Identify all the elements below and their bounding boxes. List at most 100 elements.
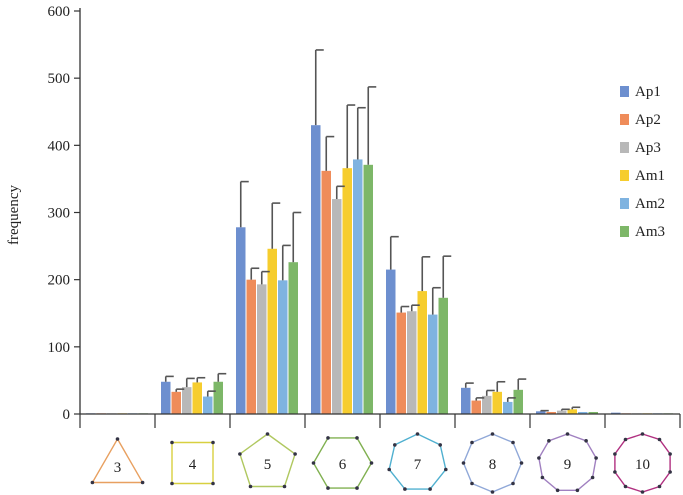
error-bars-layer — [164, 49, 581, 412]
bar-am1-5 — [267, 248, 277, 414]
error-bar-ap1-9 — [539, 409, 549, 412]
bar-ap1-9 — [536, 411, 546, 414]
category-polygon-10: 10 — [613, 432, 672, 494]
error-bar-am1-5 — [271, 202, 281, 249]
bar-am2-8 — [503, 401, 513, 414]
legend-swatch — [620, 86, 629, 97]
error-bar-ap1-5 — [239, 180, 249, 228]
bar-am2-4 — [203, 396, 213, 414]
error-bar-ap2-7 — [400, 305, 410, 313]
y-tick-label: 200 — [48, 273, 71, 289]
y-tick-label: 300 — [48, 206, 71, 222]
bar-ap3-7 — [407, 311, 417, 414]
error-bar-am2-5 — [281, 244, 291, 281]
bar-ap2-8 — [471, 400, 481, 414]
bar-am2-9 — [578, 411, 588, 414]
bar-am1-9 — [567, 409, 577, 414]
bar-am2-6 — [353, 159, 363, 414]
error-bar-ap3-5 — [260, 270, 270, 285]
bar-ap2-6 — [321, 170, 331, 414]
error-bar-am1-9 — [571, 406, 581, 410]
category-label: 8 — [489, 457, 497, 473]
y-tick-label: 500 — [48, 71, 71, 87]
bars-layer — [86, 125, 673, 415]
category-polygon-4: 4 — [170, 440, 215, 486]
error-bar-am3-6 — [367, 86, 377, 165]
category-polygon-6: 6 — [311, 436, 374, 490]
error-bar-ap2-8 — [475, 397, 485, 401]
category-label: 3 — [114, 460, 122, 476]
bar-am1-8 — [492, 391, 502, 414]
category-polygon-7: 7 — [387, 432, 448, 491]
error-bar-ap2-5 — [250, 267, 260, 280]
error-bar-ap1-6 — [314, 49, 324, 126]
bar-am2-5 — [278, 280, 288, 414]
bar-ap3-4 — [182, 387, 192, 414]
legend-item-am2: Am2 — [620, 196, 665, 212]
category-label: 5 — [264, 457, 272, 473]
legend-label: Am1 — [635, 168, 665, 184]
bar-ap1-4 — [161, 381, 171, 414]
error-bar-am2-7 — [431, 286, 441, 315]
legend-label: Ap3 — [635, 140, 661, 156]
bar-ap1-8 — [461, 387, 471, 414]
y-tick-label: 600 — [48, 4, 71, 20]
bar-ap1-6 — [311, 125, 321, 415]
legend-swatch — [620, 114, 629, 125]
bar-am3-4 — [213, 381, 223, 414]
category-label: 7 — [414, 457, 422, 473]
legend-swatch — [620, 142, 629, 153]
error-bar-am1-7 — [421, 256, 431, 292]
legend-item-ap3: Ap3 — [620, 140, 661, 156]
error-bar-ap3-7 — [410, 304, 420, 312]
category-label: 9 — [564, 457, 572, 473]
legend-item-ap1: Ap1 — [620, 84, 661, 100]
error-bar-ap2-4 — [175, 388, 185, 392]
error-bar-am1-8 — [496, 380, 506, 392]
legend-label: Ap2 — [635, 112, 661, 128]
legend-item-am3: Am3 — [620, 224, 665, 240]
bar-ap3-5 — [257, 284, 267, 414]
error-bar-am3-7 — [442, 255, 452, 298]
category-polygon-3: 3 — [90, 437, 145, 485]
legend-swatch — [620, 170, 629, 181]
error-bar-am1-4 — [196, 376, 206, 383]
error-bar-am2-6 — [356, 106, 366, 160]
bar-ap2-4 — [171, 391, 181, 414]
legend: Ap1 Ap2 Ap3 Am1 Am2 Am3 — [620, 84, 665, 240]
legend-item-am1: Am1 — [620, 168, 665, 184]
axes-layer: 0 100 200 300 400 500 600 — [48, 4, 681, 428]
legend-label: Ap1 — [635, 84, 661, 100]
y-tick-label: 0 — [63, 407, 71, 423]
bar-ap3-6 — [332, 199, 342, 414]
bar-ap1-10 — [611, 412, 621, 414]
category-polygon-9: 9 — [537, 432, 598, 493]
error-bar-ap1-8 — [464, 382, 474, 388]
bar-am3-7 — [438, 297, 448, 414]
error-bar-am2-4 — [206, 390, 216, 397]
legend-swatch — [620, 198, 629, 209]
error-bar-am3-8 — [517, 378, 527, 390]
bar-am3-8 — [513, 389, 523, 414]
error-bar-am1-6 — [346, 104, 356, 169]
error-bar-am3-4 — [217, 372, 227, 382]
error-bar-ap3-9 — [560, 408, 570, 411]
category-label: 4 — [189, 457, 197, 473]
legend-swatch — [620, 226, 629, 237]
category-label: 6 — [339, 457, 347, 473]
bar-am2-7 — [428, 314, 438, 414]
bar-ap2-7 — [396, 312, 406, 414]
bar-am1-7 — [417, 291, 427, 414]
category-polygon-8: 8 — [461, 432, 524, 494]
bar-am3-9 — [588, 411, 598, 414]
error-bar-ap2-6 — [325, 135, 335, 171]
y-tick-label: 400 — [48, 138, 71, 154]
error-bar-ap3-6 — [335, 185, 345, 200]
error-bar-ap3-8 — [485, 389, 495, 396]
bar-am1-6 — [342, 168, 352, 414]
legend-label: Am2 — [635, 196, 665, 212]
bar-am3-6 — [363, 164, 373, 414]
category-shapes: 3 4 5 6 7 8 9 10 — [90, 432, 672, 494]
error-bar-am2-8 — [506, 397, 516, 402]
bar-ap2-9 — [546, 411, 556, 414]
